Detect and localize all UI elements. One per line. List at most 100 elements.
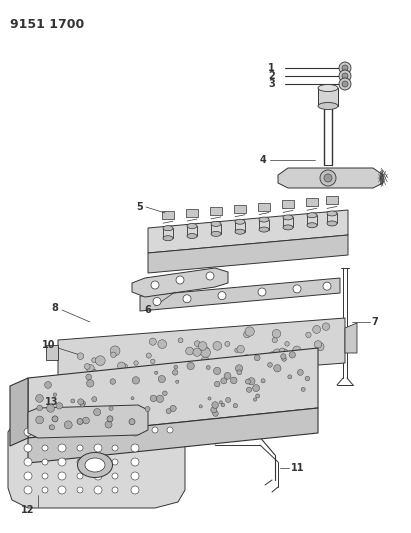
Circle shape bbox=[342, 65, 348, 71]
Text: 12: 12 bbox=[21, 505, 35, 515]
Circle shape bbox=[231, 377, 237, 384]
Circle shape bbox=[301, 387, 305, 391]
Circle shape bbox=[134, 361, 138, 365]
Circle shape bbox=[206, 366, 210, 369]
Ellipse shape bbox=[259, 227, 269, 232]
Circle shape bbox=[213, 342, 222, 350]
Circle shape bbox=[84, 364, 90, 369]
Circle shape bbox=[219, 401, 222, 404]
Ellipse shape bbox=[235, 219, 245, 224]
Circle shape bbox=[245, 379, 250, 384]
Circle shape bbox=[49, 425, 53, 429]
Bar bbox=[162, 211, 174, 219]
Circle shape bbox=[42, 459, 48, 465]
Bar bbox=[318, 88, 338, 106]
Circle shape bbox=[254, 355, 260, 361]
Circle shape bbox=[77, 487, 83, 493]
Circle shape bbox=[47, 405, 55, 412]
Circle shape bbox=[53, 393, 57, 397]
Circle shape bbox=[342, 73, 348, 79]
Circle shape bbox=[36, 394, 44, 402]
Circle shape bbox=[145, 407, 150, 411]
Circle shape bbox=[282, 357, 286, 361]
Circle shape bbox=[77, 445, 83, 451]
Circle shape bbox=[158, 375, 165, 383]
Circle shape bbox=[105, 421, 112, 428]
Circle shape bbox=[94, 472, 102, 480]
Ellipse shape bbox=[85, 458, 105, 472]
Circle shape bbox=[111, 352, 116, 358]
Circle shape bbox=[285, 342, 289, 346]
Circle shape bbox=[237, 370, 242, 375]
Polygon shape bbox=[10, 378, 28, 446]
Ellipse shape bbox=[163, 225, 173, 231]
Polygon shape bbox=[132, 268, 228, 297]
Circle shape bbox=[132, 377, 139, 384]
Circle shape bbox=[151, 281, 159, 289]
Circle shape bbox=[199, 405, 202, 408]
Circle shape bbox=[320, 170, 336, 186]
Circle shape bbox=[248, 378, 255, 385]
Polygon shape bbox=[148, 210, 348, 253]
Circle shape bbox=[42, 473, 48, 479]
Circle shape bbox=[24, 486, 32, 494]
Circle shape bbox=[64, 421, 72, 429]
Circle shape bbox=[254, 398, 257, 401]
Ellipse shape bbox=[307, 223, 317, 228]
Circle shape bbox=[233, 403, 238, 408]
Circle shape bbox=[298, 369, 303, 375]
Circle shape bbox=[201, 357, 210, 366]
Circle shape bbox=[245, 327, 254, 336]
Circle shape bbox=[24, 444, 32, 452]
Circle shape bbox=[58, 486, 66, 494]
Circle shape bbox=[281, 354, 286, 359]
Circle shape bbox=[152, 427, 158, 433]
Bar bbox=[210, 207, 222, 215]
Text: 13: 13 bbox=[45, 397, 59, 407]
Text: 10: 10 bbox=[42, 340, 55, 350]
Bar bbox=[258, 203, 270, 211]
Circle shape bbox=[193, 348, 201, 357]
Circle shape bbox=[221, 403, 225, 407]
Circle shape bbox=[92, 397, 97, 402]
Circle shape bbox=[293, 346, 301, 354]
Circle shape bbox=[221, 378, 227, 384]
Circle shape bbox=[339, 78, 351, 90]
Circle shape bbox=[213, 411, 218, 416]
Circle shape bbox=[112, 459, 118, 465]
Text: 6: 6 bbox=[145, 305, 151, 315]
Circle shape bbox=[146, 353, 151, 358]
Circle shape bbox=[201, 348, 210, 358]
Ellipse shape bbox=[163, 236, 173, 241]
Polygon shape bbox=[28, 408, 318, 463]
Circle shape bbox=[129, 419, 135, 425]
Circle shape bbox=[131, 472, 139, 480]
Circle shape bbox=[256, 394, 260, 398]
Circle shape bbox=[42, 487, 48, 493]
Bar bbox=[326, 197, 338, 205]
Circle shape bbox=[253, 385, 259, 392]
Circle shape bbox=[224, 373, 231, 379]
Circle shape bbox=[235, 348, 239, 352]
Circle shape bbox=[77, 418, 83, 424]
Circle shape bbox=[173, 370, 178, 375]
Circle shape bbox=[81, 401, 85, 406]
Circle shape bbox=[175, 380, 179, 383]
Circle shape bbox=[153, 297, 161, 305]
Text: 3: 3 bbox=[268, 79, 275, 89]
Circle shape bbox=[274, 365, 281, 372]
Text: 1: 1 bbox=[268, 63, 275, 73]
Circle shape bbox=[305, 376, 310, 381]
Circle shape bbox=[163, 366, 167, 370]
Circle shape bbox=[323, 282, 331, 290]
Polygon shape bbox=[140, 278, 340, 311]
Circle shape bbox=[208, 397, 211, 400]
Ellipse shape bbox=[187, 223, 197, 229]
Circle shape bbox=[45, 382, 51, 389]
Circle shape bbox=[242, 355, 251, 363]
Circle shape bbox=[131, 397, 134, 400]
Circle shape bbox=[198, 342, 207, 350]
Circle shape bbox=[306, 332, 311, 337]
Text: 8: 8 bbox=[51, 303, 58, 313]
Circle shape bbox=[282, 349, 288, 356]
